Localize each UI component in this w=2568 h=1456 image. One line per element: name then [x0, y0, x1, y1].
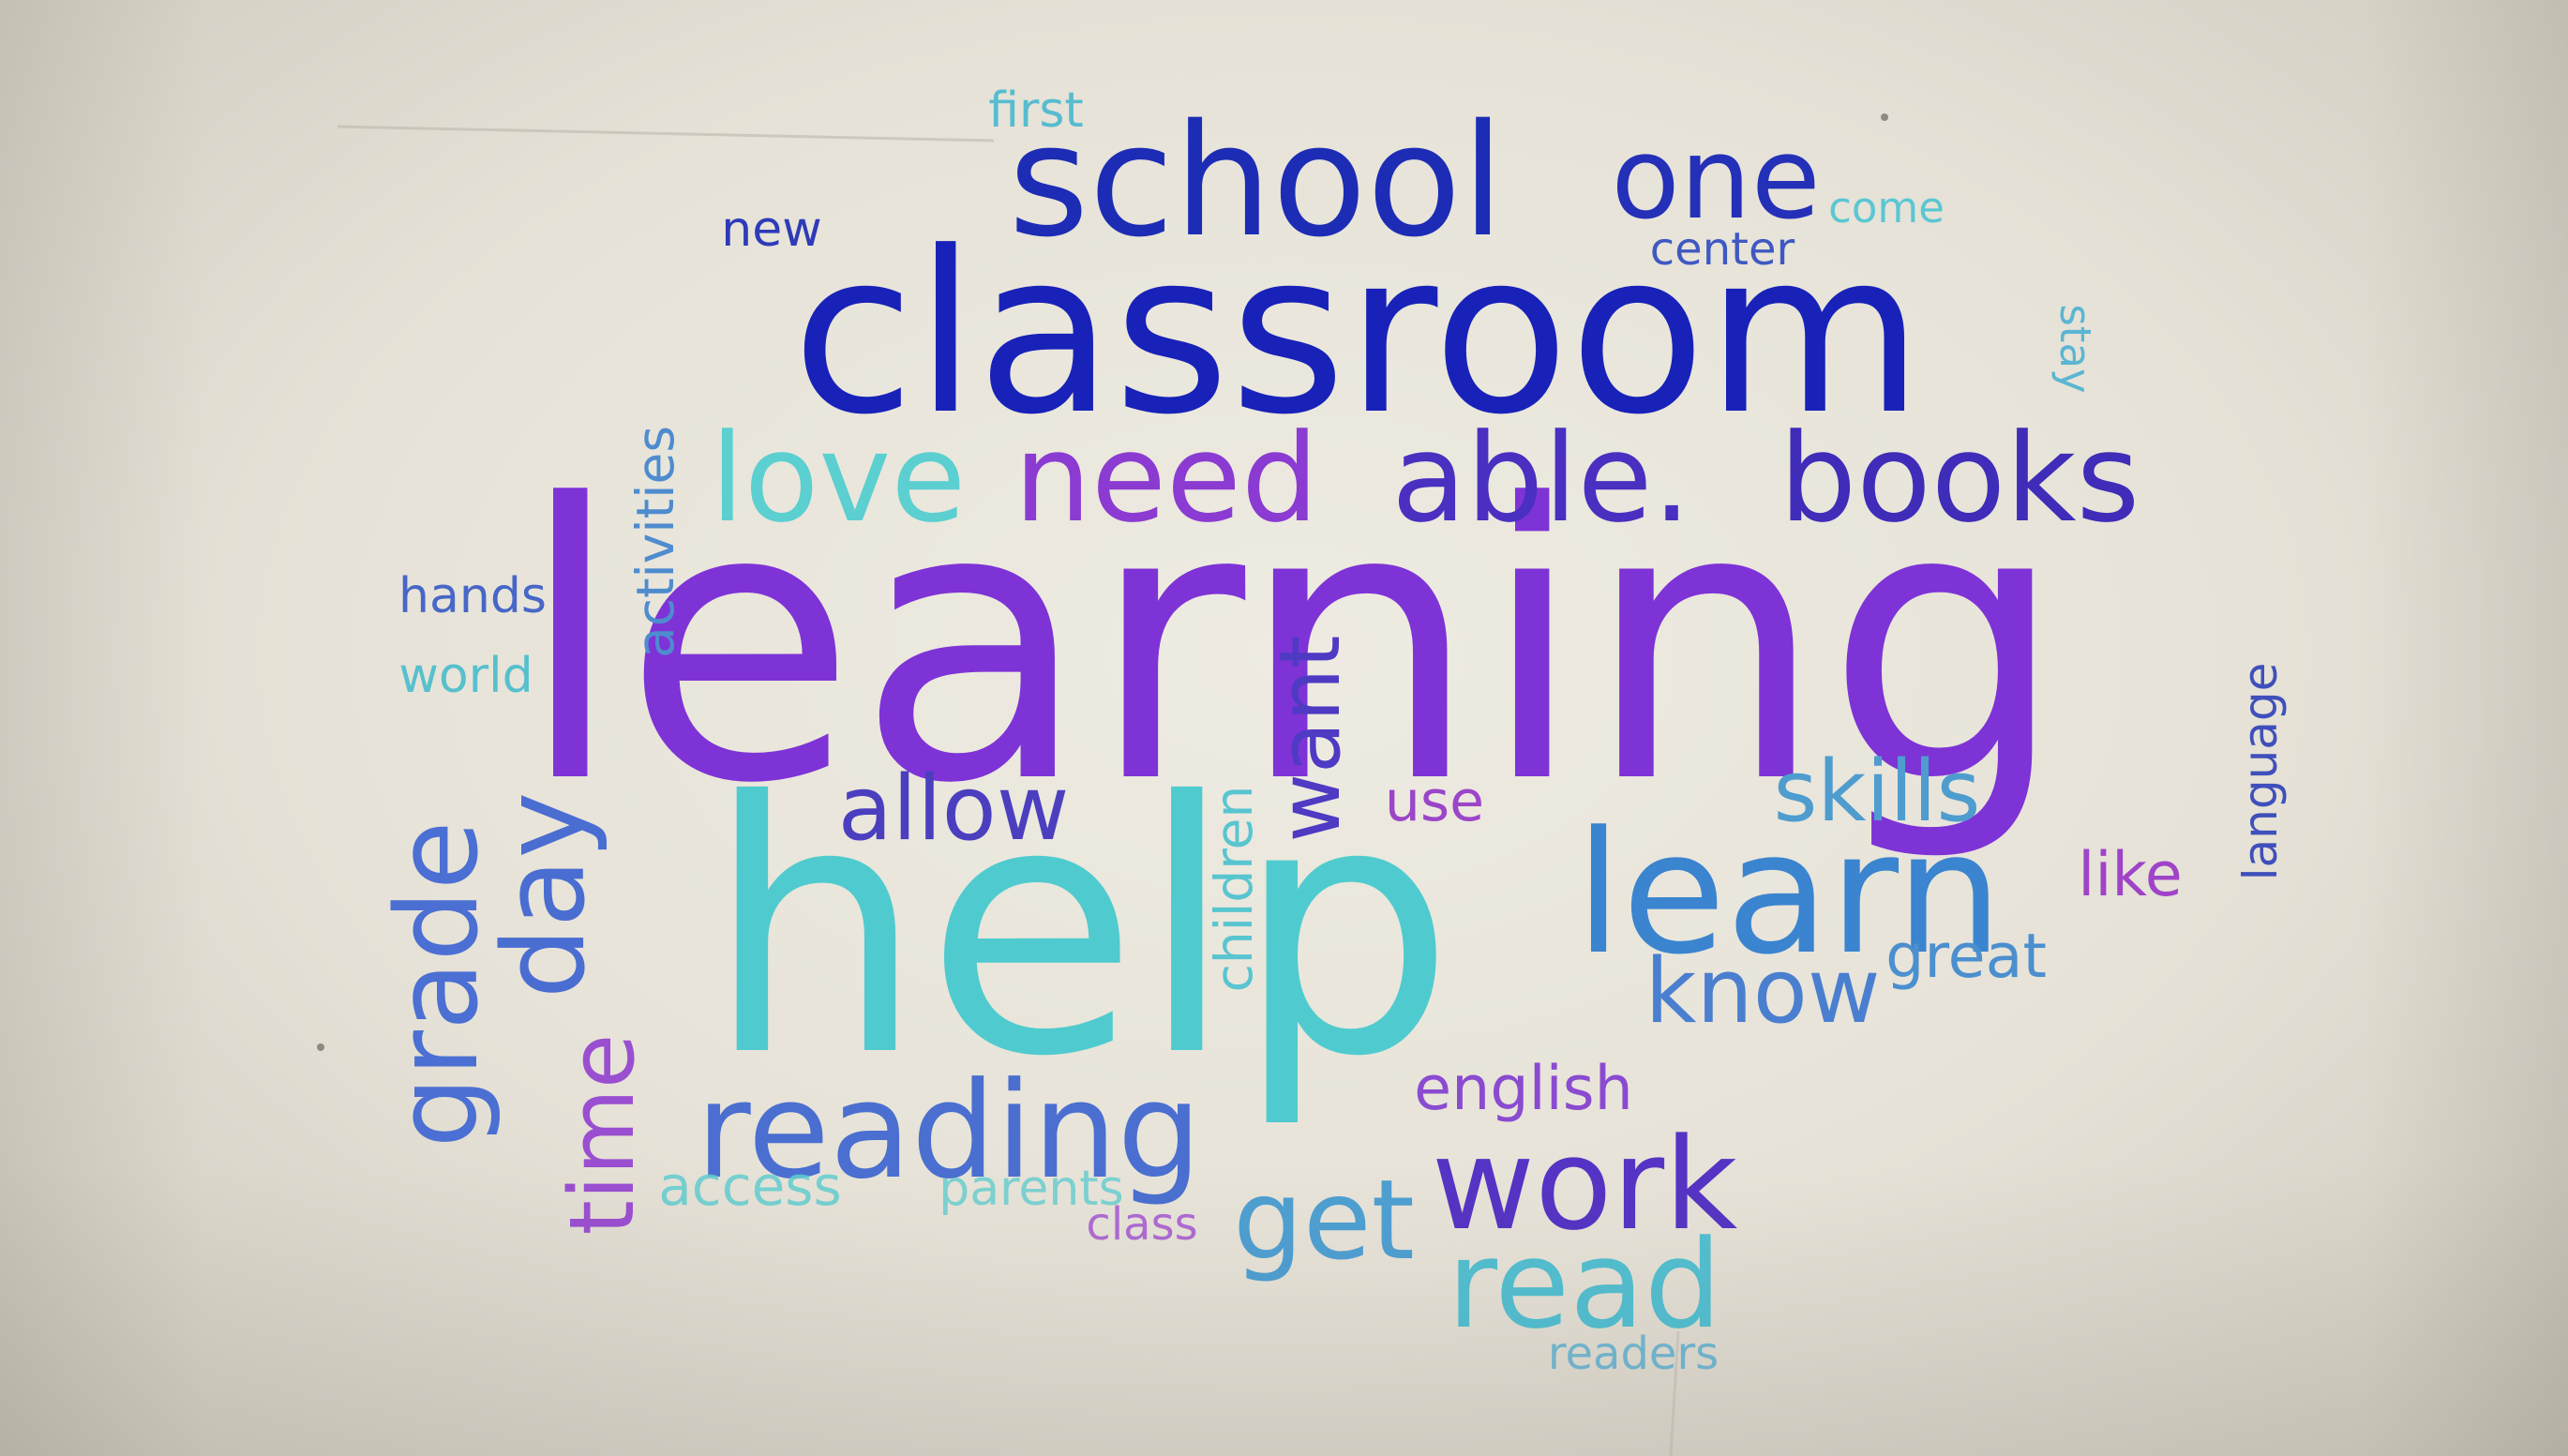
word-new: new: [721, 202, 821, 258]
word-classroom: classroom: [792, 204, 1924, 464]
speck-mark: [317, 1043, 324, 1051]
word-hands: hands: [398, 568, 547, 624]
word-english: english: [1414, 1054, 1633, 1124]
word-like: like: [2078, 840, 2182, 910]
word-come: come: [1828, 183, 1945, 233]
speck-mark: [574, 622, 587, 635]
word-able: able.: [1391, 407, 1691, 549]
word-great: great: [1885, 922, 2047, 992]
word-learn: learn: [1575, 796, 2003, 992]
paper-crease-line: [1669, 1330, 1680, 1456]
word-books: books: [1780, 407, 2140, 549]
word-school: school: [1009, 91, 1505, 271]
word-class: class: [1086, 1198, 1197, 1251]
word-language: language: [2233, 663, 2288, 881]
word-first: first: [988, 83, 1084, 139]
paper-crease-line: [337, 125, 995, 143]
word-access: access: [658, 1154, 841, 1218]
word-help: help: [705, 729, 1455, 1133]
speck-mark: [1881, 113, 1888, 121]
word-world: world: [398, 648, 533, 704]
word-work: work: [1432, 1111, 1738, 1258]
word-stay: stay: [2050, 304, 2100, 393]
word-reading: reading: [696, 1054, 1201, 1208]
word-center: center: [1650, 223, 1795, 276]
word-get: get: [1233, 1155, 1415, 1284]
word-one: one: [1611, 114, 1820, 245]
word-read: read: [1448, 1213, 1722, 1356]
word-day: day: [480, 792, 610, 999]
word-learning: learning: [518, 424, 2066, 866]
word-allow: allow: [838, 758, 1070, 861]
word-use: use: [1385, 769, 1484, 834]
word-children: children: [1204, 786, 1264, 993]
word-love: love: [711, 407, 967, 549]
word-need: need: [1014, 407, 1319, 549]
word-readers: readers: [1548, 1328, 1719, 1380]
word-know: know: [1644, 940, 1880, 1043]
word-want: want: [1261, 635, 1359, 842]
word-skills: skills: [1774, 743, 1981, 841]
word-time: time: [551, 1034, 654, 1236]
word-parents: parents: [939, 1161, 1124, 1217]
word-activities: activities: [625, 426, 685, 658]
word-grade: grade: [373, 820, 503, 1148]
